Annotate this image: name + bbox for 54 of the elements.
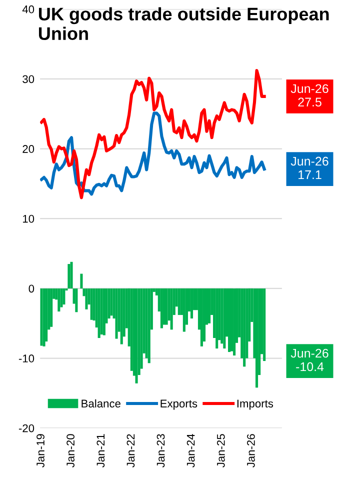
legend-label: Exports <box>160 400 198 410</box>
bar <box>263 288 266 362</box>
bar <box>208 288 211 324</box>
bar <box>70 262 73 288</box>
bar <box>75 288 78 312</box>
x-tick-label: Jan-22 <box>126 434 135 468</box>
bar <box>115 288 118 339</box>
bar <box>200 288 203 346</box>
bar <box>85 288 88 310</box>
bar <box>135 288 138 384</box>
bar <box>50 288 53 327</box>
bar <box>60 288 63 308</box>
y-tick-label: 0 <box>28 284 34 293</box>
annotation: Jun-26 27.5 <box>290 84 328 107</box>
bar <box>148 288 150 364</box>
annotation: Jun-26 17.1 <box>290 156 328 180</box>
bar <box>62 288 66 304</box>
bar <box>110 288 113 316</box>
line-series <box>40 112 266 196</box>
legend-label: Imports <box>237 400 274 410</box>
bar <box>182 288 186 332</box>
y-tick-label: 10 <box>23 214 34 223</box>
bar <box>160 288 163 328</box>
y-tick-label: -10 <box>18 354 34 362</box>
bar <box>98 288 100 338</box>
legend-label: Balance <box>82 399 120 408</box>
bar <box>255 288 258 388</box>
bar <box>170 288 173 330</box>
bar <box>100 288 103 335</box>
bar <box>223 288 226 348</box>
x-tick-label: Jan-26 <box>247 434 255 468</box>
bar <box>178 288 180 315</box>
bar <box>58 288 60 312</box>
line-series <box>40 69 266 200</box>
y-tick-label: 30 <box>22 75 34 84</box>
bar <box>162 288 166 325</box>
x-tick-label: Jan-24 <box>186 434 195 468</box>
y-tick-label: 20 <box>22 145 34 153</box>
bar <box>165 288 168 325</box>
x-tick-label: Jan-25 <box>216 434 225 468</box>
bar <box>80 274 83 288</box>
annotation: Jun-26 -10.4 <box>290 348 328 372</box>
bar <box>42 288 46 346</box>
x-tick-label: Jan-20 <box>66 434 74 468</box>
y-tick-label: 40 <box>22 5 34 14</box>
bar <box>120 288 123 344</box>
bar <box>243 288 246 367</box>
y-tick-label: -20 <box>18 424 34 432</box>
bar <box>90 288 93 320</box>
bar <box>68 264 70 288</box>
x-tick-label: Jan-19 <box>36 434 44 468</box>
x-tick-label: Jan-21 <box>96 434 105 468</box>
x-tick-label: Jan-23 <box>156 434 165 468</box>
chart-title: UK goods trade outside European Union <box>38 7 329 40</box>
